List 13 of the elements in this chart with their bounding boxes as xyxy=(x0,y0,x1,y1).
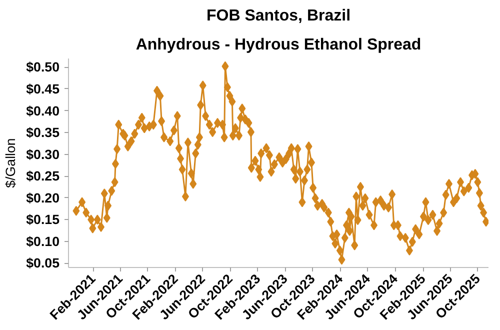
y-axis-title: $/Gallon xyxy=(3,138,18,188)
y-tick-label: $0.50 xyxy=(26,60,60,75)
y-tick-label: $0.05 xyxy=(26,256,60,271)
y-tick-label: $0.15 xyxy=(26,212,60,228)
y-tick-label: $0.40 xyxy=(26,103,60,118)
y-tick-label: $0.35 xyxy=(26,125,60,140)
y-tick-label: $0.10 xyxy=(26,234,60,249)
chart-subtitle: Anhydrous - Hydrous Ethanol Spread xyxy=(136,36,422,54)
y-tick-label: $0.45 xyxy=(26,81,60,96)
y-tick-label: $0.25 xyxy=(26,168,60,184)
y-tick-label: $0.20 xyxy=(26,190,60,206)
y-tick-label: $0.30 xyxy=(26,146,60,162)
chart-title: FOB Santos, Brazil xyxy=(206,8,351,24)
